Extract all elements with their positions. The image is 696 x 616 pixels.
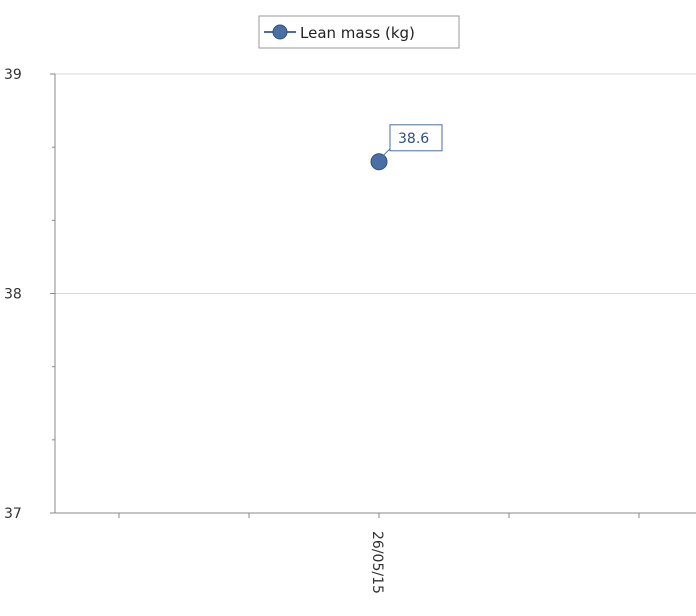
series-layer: 38.6: [370, 124, 443, 171]
legend-series-marker: [272, 24, 288, 40]
data-point-0[interactable]: [370, 153, 388, 171]
legend-series-label: Lean mass (kg): [300, 24, 415, 42]
y-tick-label-38: 38: [4, 287, 22, 303]
legend[interactable]: Lean mass (kg): [258, 15, 460, 49]
data-label-box-0: [389, 124, 443, 152]
y-tick-label-39: 39: [4, 67, 22, 83]
x-axis-ticks: 26/05/15: [118, 513, 640, 594]
y-tick-label-37: 37: [4, 506, 22, 522]
x-tick-label-0: 26/05/15: [369, 531, 385, 594]
data-label-0: 38.6: [398, 131, 429, 147]
y-axis-ticks: 37 38 39: [4, 67, 55, 522]
gridlines: [55, 73, 696, 294]
data-label-leader-0: [382, 148, 391, 157]
